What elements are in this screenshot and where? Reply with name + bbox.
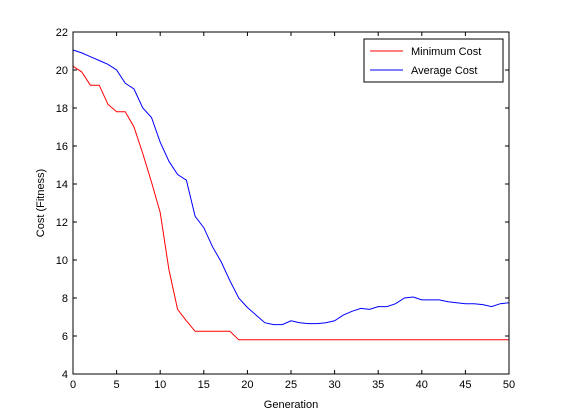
y-tick-label: 20: [56, 65, 68, 77]
y-tick-label: 6: [62, 331, 68, 343]
legend-box: [363, 38, 504, 83]
y-tick-label: 10: [56, 255, 68, 267]
series-line-minimum-cost: [72, 65, 509, 341]
x-tick-label: 30: [328, 379, 340, 391]
legend-label-minimum-cost: Minimum Cost: [411, 46, 481, 58]
series-layer: [72, 49, 510, 341]
x-tick-label: 45: [459, 379, 471, 391]
y-tick-label: 14: [56, 179, 68, 191]
x-tick-label: 25: [285, 379, 297, 391]
x-tick-label: 15: [198, 379, 210, 391]
y-tick-label: 4: [62, 369, 68, 381]
y-tick-label: 18: [56, 103, 68, 115]
y-tick-label: 8: [62, 293, 68, 305]
legend-label-average-cost: Average Cost: [411, 65, 477, 77]
x-tick-label: 5: [114, 379, 120, 391]
x-axis-label: Generation: [264, 399, 318, 411]
legend: Minimum Cost Average Cost: [363, 38, 504, 83]
x-tick-label: 40: [416, 379, 428, 391]
x-tick-label: 50: [503, 379, 515, 391]
series-line-average-cost: [72, 49, 510, 326]
x-axis: 0 5 10 15 20 25 30 35 40 45 50: [70, 32, 515, 391]
y-tick-label: 16: [56, 141, 68, 153]
x-tick-label: 10: [154, 379, 166, 391]
x-tick-label: 35: [372, 379, 384, 391]
y-tick-label: 12: [56, 217, 68, 229]
y-tick-label: 22: [56, 27, 68, 39]
plot-area: [73, 32, 509, 374]
y-axis: 4 6 8 10 12 14 16 18 20 22: [56, 27, 509, 381]
x-tick-label: 0: [70, 379, 76, 391]
x-tick-label: 20: [241, 379, 253, 391]
y-axis-label: Cost (Fitness): [35, 169, 47, 237]
